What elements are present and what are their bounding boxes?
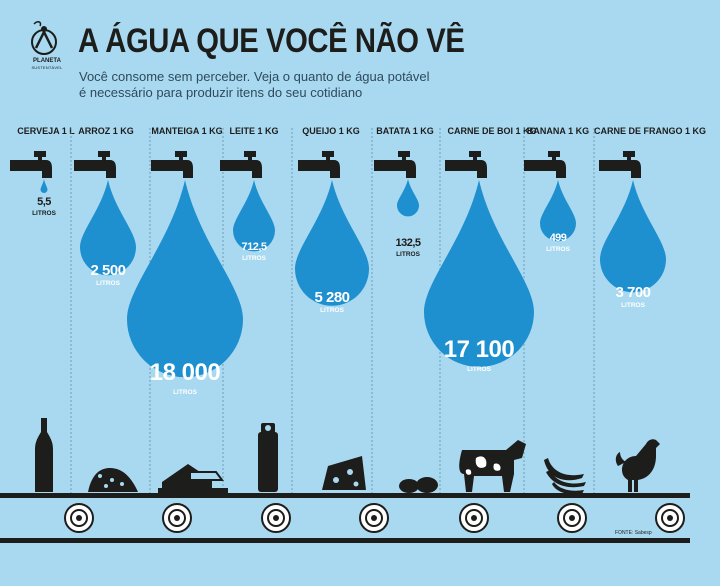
conveyor-wheel-icon (557, 503, 587, 533)
item-label-cerveja: CERVEJA 1 L (17, 126, 75, 136)
amount-unit: LITROS (242, 255, 266, 262)
item-label-carne-de-boi: CARNE DE BOI 1 KG (447, 126, 537, 136)
product-silhouettes (35, 418, 660, 495)
beer-bottle-icon (35, 418, 53, 492)
amount-unit: LITROS (173, 389, 197, 396)
water-drop (397, 179, 419, 217)
page-title: A ÁGUA QUE VOCÊ NÃO VÊ (78, 22, 465, 60)
item-label-manteiga: MANTEIGA 1 KG (151, 126, 223, 136)
page-subtitle: Você consome sem perceber. Veja o quanto… (79, 69, 479, 101)
cheese-wedge-icon (322, 456, 366, 490)
amount-unit: LITROS (320, 307, 344, 314)
chicken-icon (615, 439, 660, 492)
amount-unit: LITROS (32, 210, 56, 217)
amount-value: 712,5 (241, 241, 266, 253)
amount-unit: LITROS (621, 302, 645, 309)
amount-value: 132,5 (395, 237, 420, 249)
amount-value: 17 100 (444, 336, 515, 363)
conveyor-wheel-icon (261, 503, 291, 533)
water-drop (600, 180, 666, 293)
subtitle-line-1: Você consome sem perceber. Veja o quanto… (79, 69, 430, 84)
conveyor-wheel-icon (359, 503, 389, 533)
water-drop (127, 180, 243, 378)
faucet-icon (74, 151, 116, 178)
item-label-queijo: QUEIJO 1 KG (302, 126, 360, 136)
bananas-icon (544, 458, 586, 495)
source-note: FONTE: Sabesp (615, 530, 652, 536)
faucet-icon (599, 151, 641, 178)
faucet-icon (524, 151, 566, 178)
water-drop (424, 180, 534, 367)
water-drops (40, 179, 666, 378)
faucet-icon (374, 151, 416, 178)
item-label-carne-de-frango: CARNE DE FRANGO 1 KG (593, 126, 707, 136)
conveyor-belt (0, 493, 690, 543)
column-separators (70, 128, 595, 493)
logo-name: PLANETA (33, 58, 61, 64)
amount-value: 5,5 (37, 196, 51, 208)
faucet-icon (445, 151, 487, 178)
faucet-icon (151, 151, 193, 178)
amount-unit: LITROS (396, 251, 420, 258)
conveyor-wheel-icon (459, 503, 489, 533)
amount-unit: LITROS (546, 246, 570, 253)
potatoes-icon (399, 477, 438, 493)
water-drop (40, 179, 48, 194)
planeta-logo-icon (31, 21, 57, 55)
faucet-icon (10, 151, 52, 178)
milk-can-icon (258, 423, 278, 492)
amount-value: 5 280 (314, 289, 349, 306)
cow-icon (459, 440, 526, 492)
amount-value: 499 (550, 232, 567, 244)
item-label-banana: BANANA 1 KG (526, 126, 590, 136)
item-label-leite: LEITE 1 KG (229, 126, 279, 136)
logo-tagline: SUSTENTÁVEL (31, 65, 63, 70)
water-drop (295, 180, 369, 306)
amount-value: 2 500 (90, 262, 125, 279)
conveyor-wheel-icon (655, 503, 685, 533)
rice-pile-icon (88, 468, 138, 492)
faucet-icon (220, 151, 262, 178)
water-drop (80, 180, 136, 276)
amount-value: 3 700 (615, 284, 650, 301)
item-label-batata: BATATA 1 KG (376, 126, 434, 136)
faucet-icon (298, 151, 340, 178)
conveyor-wheel-icon (64, 503, 94, 533)
water-drop (540, 180, 576, 242)
amount-unit: LITROS (467, 366, 491, 373)
amount-unit: LITROS (96, 280, 120, 287)
planeta-logo (26, 18, 66, 78)
subtitle-line-2: é necessário para produzir itens do seu … (79, 85, 363, 100)
butter-dish-icon (158, 464, 228, 493)
water-drop (233, 180, 275, 252)
conveyor-wheels (64, 503, 685, 533)
faucets (10, 151, 641, 178)
conveyor-wheel-icon (162, 503, 192, 533)
amount-value: 18 000 (150, 359, 221, 386)
item-label-arroz: ARROZ 1 KG (78, 126, 134, 136)
